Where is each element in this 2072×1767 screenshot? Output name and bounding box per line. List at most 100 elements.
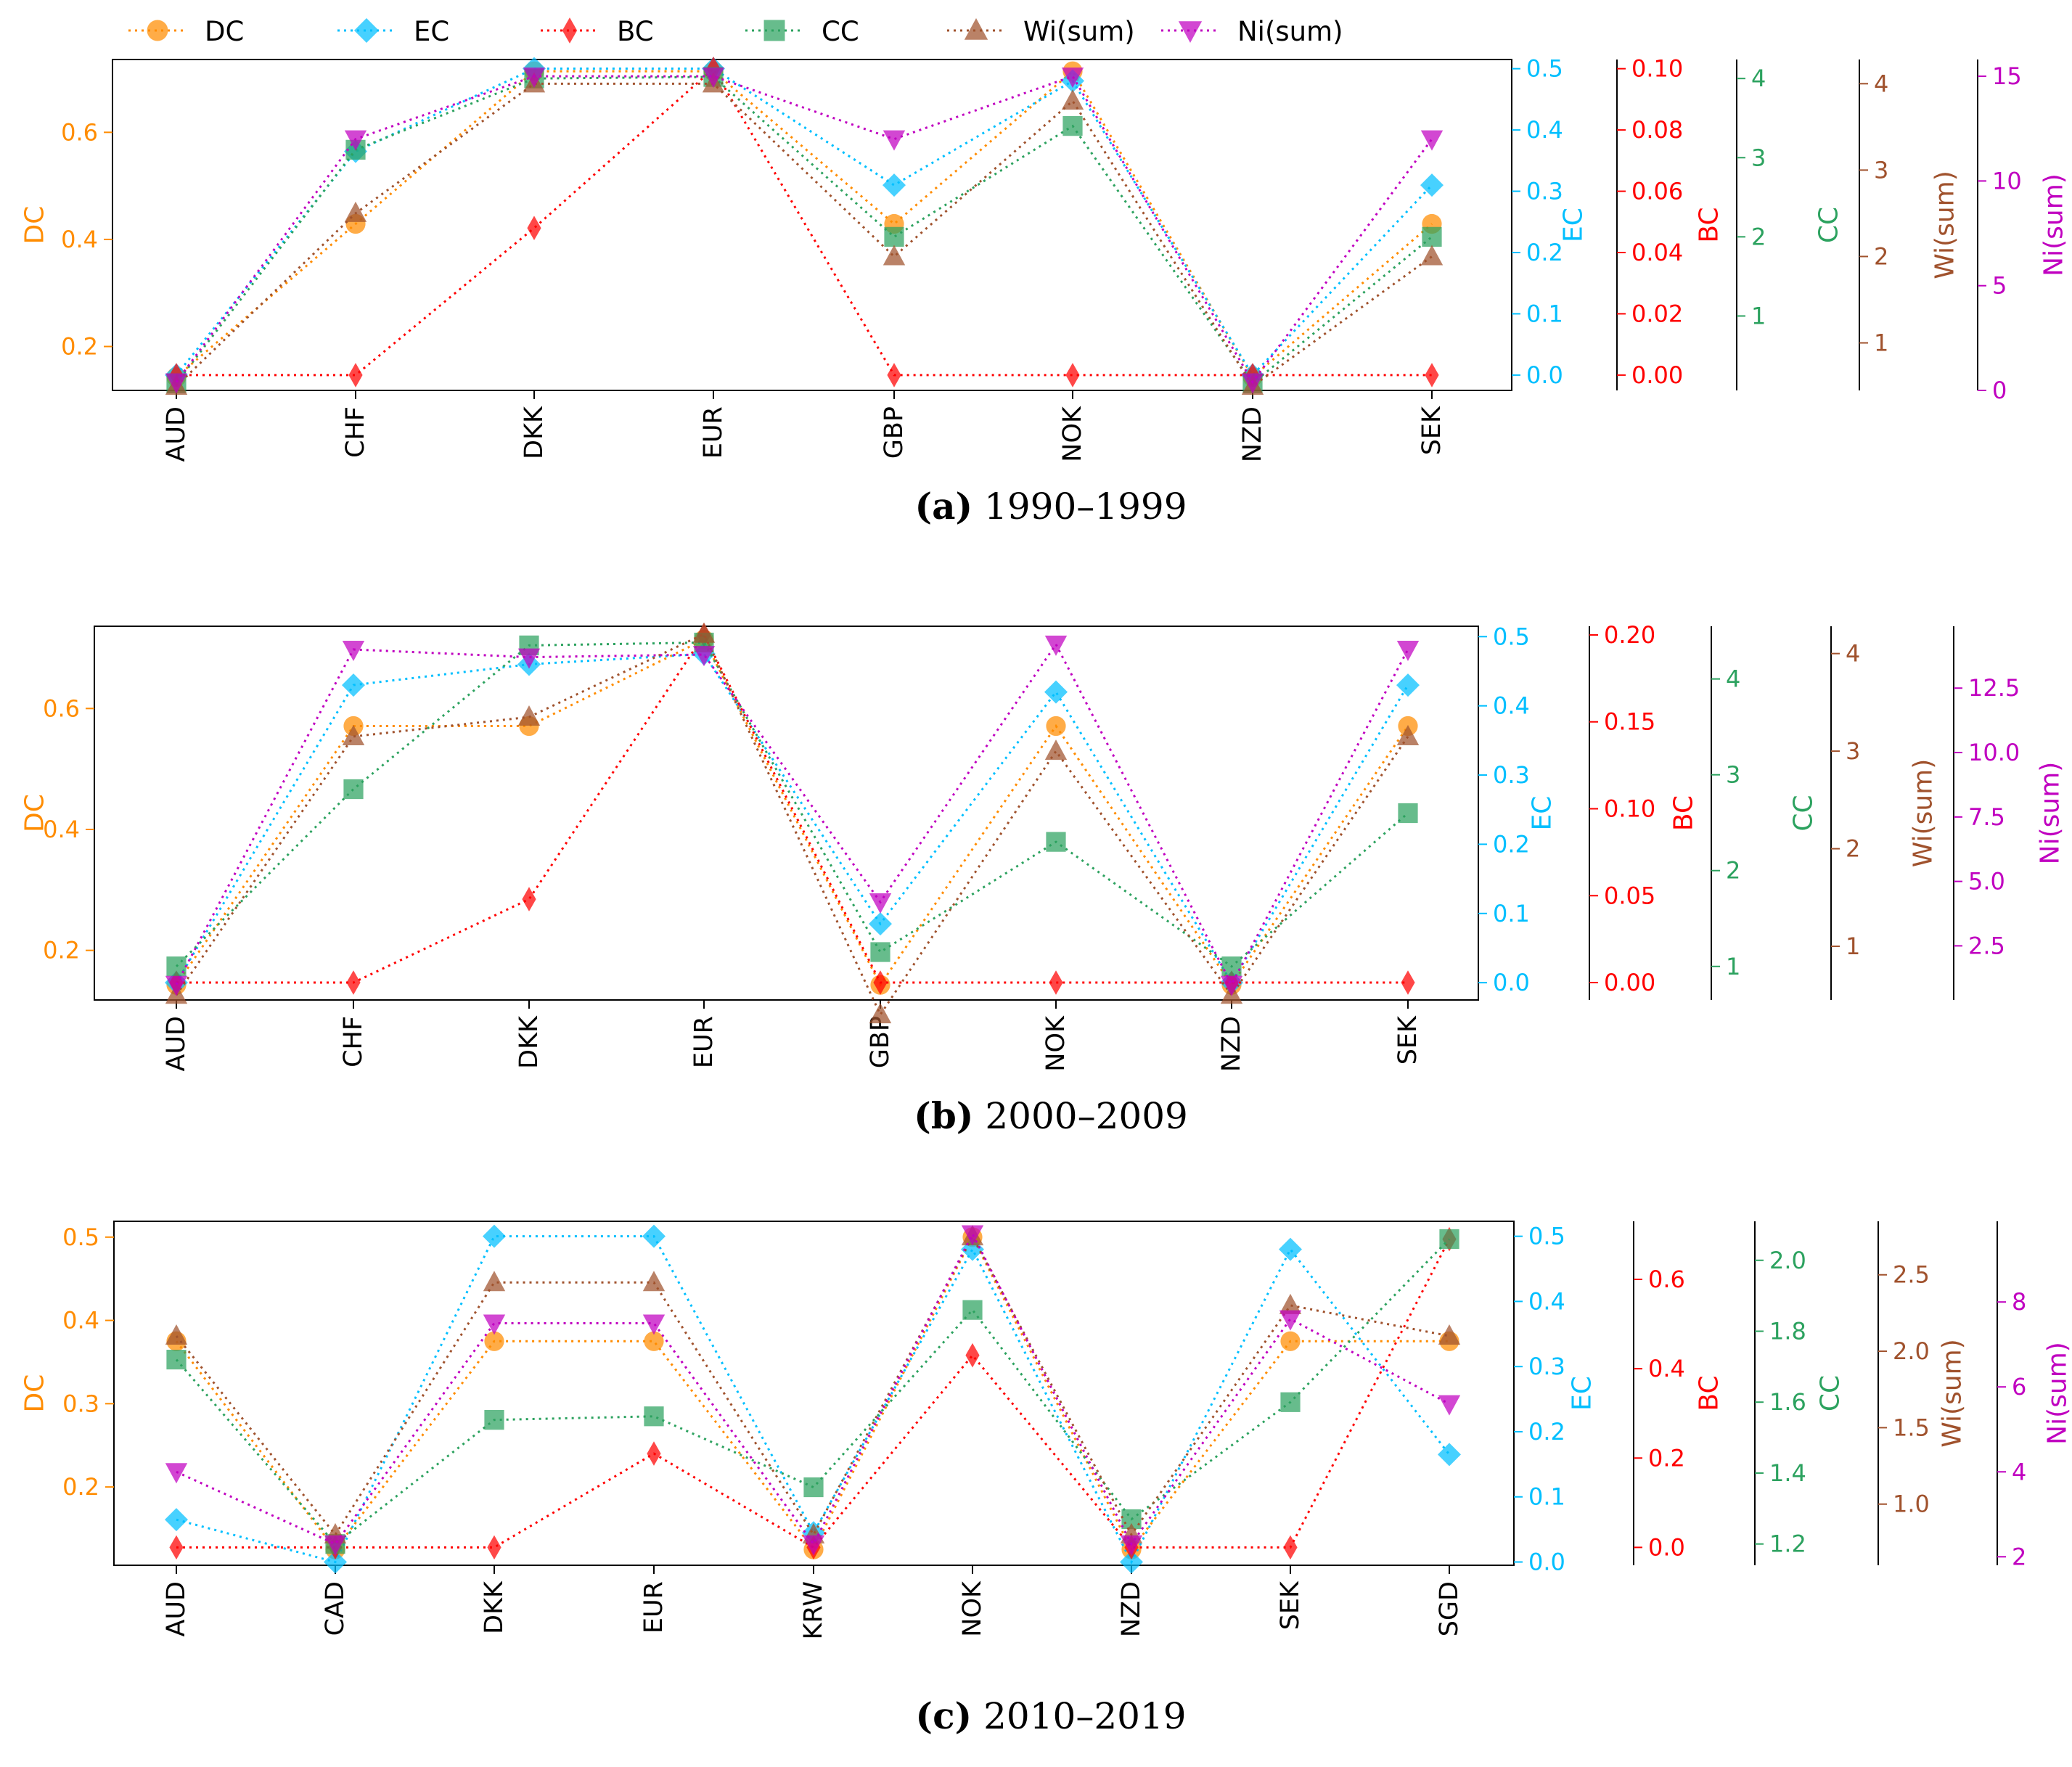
y-tick-label: 3 [1846, 737, 1860, 765]
y-tick-label: 2.5 [1968, 932, 2005, 959]
chart-panel-3: AUD CAD DKK EUR KRW NOK NZD SEK SGD 0.2 0.3 0.4 0.5 D… [20, 1221, 2072, 1737]
x-tick-label-sek: SEK [1417, 406, 1446, 455]
y-tick-label: 3 [1726, 761, 1740, 789]
data-point-ni-sum-nzd [1220, 975, 1243, 996]
y-tick-label: 0.4 [43, 816, 80, 843]
data-point-ni-sum-sek [1396, 640, 1420, 661]
axis-label-dc: DC [20, 794, 50, 832]
y-tick-label: 0.3 [1493, 761, 1530, 789]
data-point-wi-sum-gbp [869, 1003, 892, 1024]
data-point-ec-nzd [1120, 1550, 1143, 1574]
data-point-wi-sum-dkk [483, 1271, 506, 1292]
y-tick-label: 2.0 [1769, 1247, 1806, 1274]
series-line-cc [175, 1238, 1451, 1546]
data-point-wi-sum-gbp [883, 245, 906, 266]
data-point-bc-gbp [873, 970, 888, 995]
data-point-ni-sum-eur [702, 67, 725, 89]
series-cc [166, 632, 1418, 977]
legend-item-ec: EC [337, 16, 449, 47]
series-line-bc [176, 1238, 1451, 1549]
x-tick-label-nok: NOK [1041, 1015, 1070, 1072]
series-line-bc [176, 632, 1408, 984]
y-tick-label: 4 [1874, 70, 1888, 97]
x-tick-label-dkk: DKK [520, 406, 549, 459]
data-point-cc-chf [343, 779, 364, 800]
x-tick-label-eur: EUR [639, 1581, 668, 1633]
series-line-wi-sum [175, 1234, 1450, 1537]
y-tick-label: 6 [2012, 1373, 2026, 1401]
y-tick-label: 0.0 [1648, 1533, 1685, 1561]
data-point-bc-aud [169, 1535, 184, 1560]
legend-label: CC [822, 16, 859, 47]
legend-label: Wi(sum) [1023, 16, 1135, 47]
data-point-ec-sgd [1438, 1443, 1461, 1467]
data-point-ec-aud [165, 1508, 188, 1532]
y-tick-label: 2.0 [1893, 1337, 1930, 1365]
data-point-wi-sum-eur [642, 1271, 666, 1292]
y-tick-label: 5 [1992, 272, 2007, 300]
axis-cc: 1 2 3 4 CC [1736, 60, 1844, 390]
y-tick-label: 1 [1726, 953, 1740, 980]
legend-marker [1178, 21, 1203, 43]
legend-item-bc: BC [541, 16, 654, 47]
x-tick-label-nzd: NZD [1238, 406, 1267, 462]
axis-label-ec: EC [1528, 796, 1557, 831]
y-tick-label: 0.3 [62, 1390, 99, 1417]
y-tick-label: 0.2 [43, 937, 80, 964]
x-tick-label-nzd: NZD [1217, 1016, 1246, 1072]
data-point-ec-cad [324, 1550, 347, 1574]
x-tick-label-gbp: GBP [866, 1016, 895, 1068]
series-line-ec [176, 1235, 1451, 1565]
axis-label-bc: BC [1695, 207, 1724, 242]
axis-label-dc: DC [20, 1374, 50, 1413]
x-tick-label-aud: AUD [162, 406, 191, 462]
data-point-ni-sum-dkk [523, 67, 546, 89]
axis-label-ec: EC [1568, 1376, 1597, 1411]
data-point-cc-krw [803, 1477, 824, 1498]
legend-item-dc: DC [128, 16, 244, 47]
caption-period: 2000–2009 [985, 1095, 1188, 1137]
x-tick-label-gbp: GBP [880, 406, 909, 459]
y-tick-label: 3 [1751, 144, 1766, 171]
data-point-bc-chf [348, 363, 363, 388]
series-line-dc [176, 69, 1433, 379]
data-point-ec-dkk [483, 1224, 506, 1248]
data-point-ni-sum-cad [324, 1535, 347, 1556]
axis-ni-sum: 0 5 10 15 Ni(sum) [1977, 60, 2069, 404]
y-tick-label: 4 [2012, 1458, 2026, 1485]
y-tick-label: 0.4 [1493, 692, 1530, 720]
data-point-cc-gbp [870, 942, 890, 962]
series-ec [165, 1224, 1461, 1574]
data-point-bc-chf [346, 970, 361, 995]
legend-label: EC [414, 16, 449, 47]
x-tick-label-nok: NOK [958, 1581, 987, 1637]
data-point-ec-eur [642, 1224, 666, 1248]
data-point-ni-sum-nzd [1120, 1535, 1143, 1556]
axis-cc: 1.2 1.4 1.6 1.8 2.0 CC [1754, 1221, 1846, 1565]
data-point-wi-sum-nok [1044, 739, 1068, 760]
x-tick-label-dkk: DKK [515, 1015, 544, 1069]
data-point-bc-sek [1401, 970, 1415, 995]
y-tick-label: 0.0 [1526, 361, 1563, 389]
data-point-cc-sek [1422, 226, 1442, 247]
y-tick-label: 0.05 [1604, 882, 1655, 909]
y-tick-label: 0.08 [1631, 116, 1683, 144]
data-point-ni-sum-dkk [483, 1314, 506, 1335]
axis-ec: 0.0 0.1 0.2 0.3 0.4 0.5 EC [1512, 55, 1589, 389]
x-tick-label-eur: EUR [689, 1016, 718, 1068]
data-point-ec-chf [342, 673, 365, 697]
plot-frame [112, 59, 1512, 391]
axis-dc: 0.2 0.4 0.6 DC [20, 694, 94, 964]
axis-bc: 0.00 0.05 0.10 0.15 0.20 BC [1589, 621, 1699, 1000]
x-tick-label-aud: AUD [162, 1016, 191, 1072]
y-tick-label: 2.5 [1893, 1261, 1930, 1289]
plot-frame [113, 1221, 1515, 1566]
y-tick-label: 0.5 [1526, 55, 1563, 83]
caption-space [972, 1695, 983, 1737]
y-tick-label: 1 [1874, 329, 1888, 357]
y-tick-label: 0.15 [1604, 708, 1655, 736]
x-tick-label-krw: KRW [799, 1581, 828, 1639]
y-tick-label: 0.2 [1526, 239, 1563, 266]
x-tick-label-cad: CAD [321, 1581, 350, 1636]
axis-label-ni-sum: Ni(sum) [2039, 173, 2069, 276]
